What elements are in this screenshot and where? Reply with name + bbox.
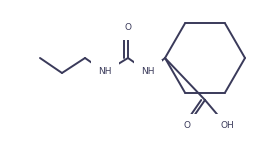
Text: O: O bbox=[183, 121, 191, 131]
Text: NH: NH bbox=[98, 67, 112, 77]
Text: NH: NH bbox=[141, 67, 155, 77]
Text: O: O bbox=[124, 24, 131, 33]
Text: OH: OH bbox=[220, 121, 234, 131]
